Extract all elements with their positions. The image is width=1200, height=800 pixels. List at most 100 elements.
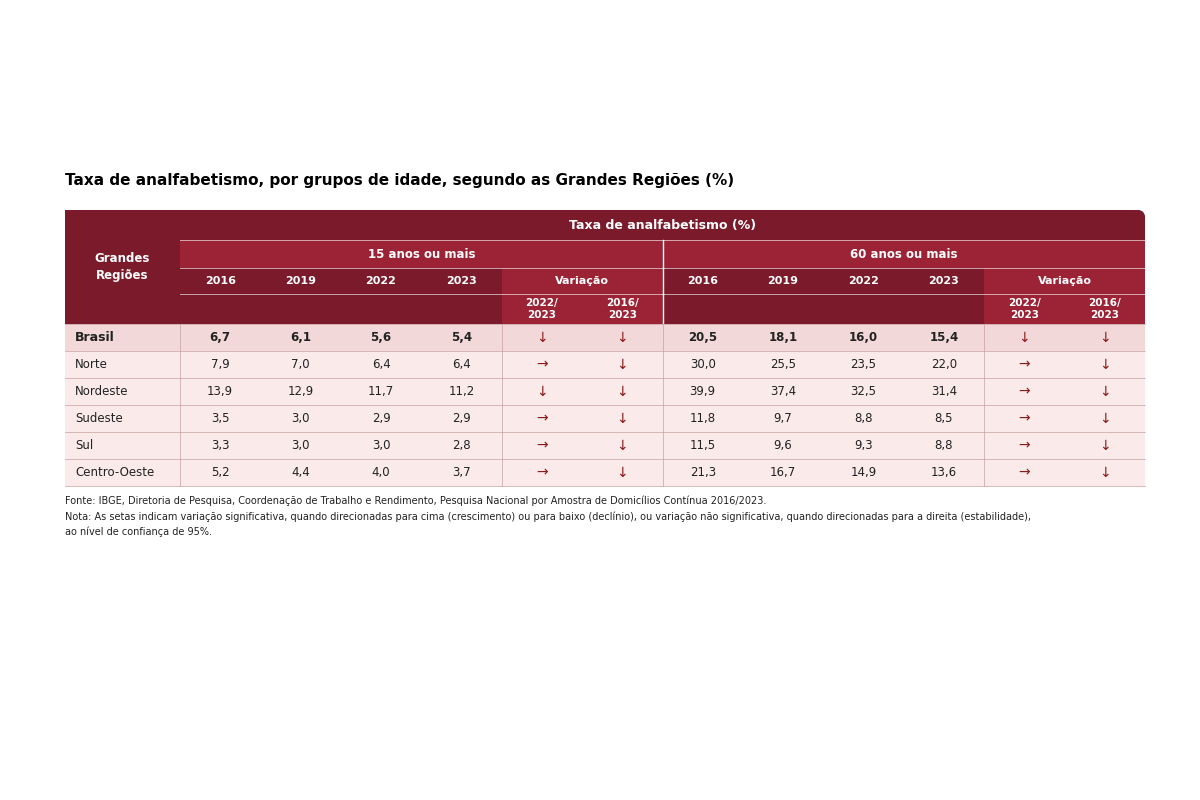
- Text: 31,4: 31,4: [931, 385, 958, 398]
- Text: ↓: ↓: [617, 330, 628, 345]
- Text: 2022/
2023: 2022/ 2023: [526, 298, 558, 320]
- Text: 8,8: 8,8: [854, 412, 872, 425]
- Text: 7,0: 7,0: [292, 358, 310, 371]
- Text: →: →: [536, 358, 547, 371]
- Bar: [65, 351, 1145, 378]
- Text: 11,5: 11,5: [690, 439, 715, 452]
- Bar: [662, 294, 743, 324]
- Bar: [904, 294, 984, 324]
- Text: 6,1: 6,1: [290, 331, 311, 344]
- Bar: [904, 268, 984, 294]
- Text: Variação: Variação: [556, 276, 610, 286]
- Text: ↓: ↓: [1099, 466, 1111, 479]
- Bar: [65, 324, 1145, 351]
- Text: 2016/
2023: 2016/ 2023: [1088, 298, 1121, 320]
- Bar: [65, 459, 1145, 486]
- Bar: [421, 294, 502, 324]
- Bar: [823, 294, 904, 324]
- Text: 12,9: 12,9: [288, 385, 313, 398]
- Text: 3,7: 3,7: [452, 466, 470, 479]
- Text: 14,9: 14,9: [851, 466, 877, 479]
- Text: 15 anos ou mais: 15 anos ou mais: [367, 247, 475, 261]
- Bar: [65, 378, 1145, 405]
- Text: ↓: ↓: [617, 358, 628, 371]
- Text: 2,8: 2,8: [452, 439, 470, 452]
- Bar: [180, 294, 260, 324]
- Text: ↓: ↓: [617, 466, 628, 479]
- Text: 39,9: 39,9: [690, 385, 715, 398]
- Bar: [260, 294, 341, 324]
- Bar: [502, 268, 662, 294]
- Text: ↓: ↓: [1099, 330, 1111, 345]
- Text: Brasil: Brasil: [74, 331, 115, 344]
- Text: ↓: ↓: [536, 330, 547, 345]
- Text: ↓: ↓: [617, 438, 628, 453]
- Text: 7,9: 7,9: [211, 358, 229, 371]
- Text: ↓: ↓: [1099, 385, 1111, 398]
- Text: 2022/
2023: 2022/ 2023: [1008, 298, 1040, 320]
- Bar: [65, 432, 1145, 459]
- Text: 2023: 2023: [929, 276, 959, 286]
- Bar: [662, 240, 1145, 268]
- Text: 9,3: 9,3: [854, 439, 872, 452]
- Text: 25,5: 25,5: [770, 358, 796, 371]
- Text: Taxa de analfabetismo (%): Taxa de analfabetismo (%): [569, 218, 756, 231]
- Text: 5,2: 5,2: [211, 466, 229, 479]
- Text: ↓: ↓: [1099, 411, 1111, 426]
- Text: →: →: [1019, 411, 1030, 426]
- Text: Sul: Sul: [74, 439, 94, 452]
- Text: →: →: [1019, 466, 1030, 479]
- Text: 3,5: 3,5: [211, 412, 229, 425]
- Text: 2016/
2023: 2016/ 2023: [606, 298, 638, 320]
- Bar: [1064, 294, 1145, 324]
- Text: 11,7: 11,7: [368, 385, 394, 398]
- Text: 6,4: 6,4: [452, 358, 470, 371]
- Text: 6,4: 6,4: [372, 358, 390, 371]
- Text: 30,0: 30,0: [690, 358, 715, 371]
- Text: 4,4: 4,4: [292, 466, 310, 479]
- Text: 5,6: 5,6: [371, 331, 391, 344]
- Text: 2019: 2019: [768, 276, 799, 286]
- Text: →: →: [536, 411, 547, 426]
- Text: Grandes
Regiões: Grandes Regiões: [95, 251, 150, 282]
- FancyBboxPatch shape: [65, 210, 1145, 240]
- Text: 11,2: 11,2: [449, 385, 474, 398]
- Text: 15,4: 15,4: [929, 331, 959, 344]
- Text: 13,9: 13,9: [208, 385, 233, 398]
- Text: 3,0: 3,0: [372, 439, 390, 452]
- Text: ↓: ↓: [1099, 358, 1111, 371]
- Bar: [260, 268, 341, 294]
- Text: Variação: Variação: [1038, 276, 1092, 286]
- Bar: [341, 268, 421, 294]
- Bar: [180, 240, 662, 268]
- Bar: [743, 294, 823, 324]
- Text: 60 anos ou mais: 60 anos ou mais: [850, 247, 958, 261]
- Text: 3,0: 3,0: [292, 412, 310, 425]
- Text: 18,1: 18,1: [768, 331, 798, 344]
- Text: 2,9: 2,9: [372, 412, 390, 425]
- Bar: [984, 294, 1064, 324]
- Text: 9,6: 9,6: [774, 439, 792, 452]
- Text: 2022: 2022: [366, 276, 396, 286]
- Text: 2,9: 2,9: [452, 412, 470, 425]
- Text: ↓: ↓: [1019, 330, 1030, 345]
- Text: 13,6: 13,6: [931, 466, 958, 479]
- Text: 16,7: 16,7: [770, 466, 797, 479]
- Text: ↓: ↓: [1099, 438, 1111, 453]
- Text: 2022: 2022: [848, 276, 878, 286]
- Bar: [823, 268, 904, 294]
- Text: 6,7: 6,7: [210, 331, 230, 344]
- Text: Centro-Oeste: Centro-Oeste: [74, 466, 155, 479]
- Text: 9,7: 9,7: [774, 412, 792, 425]
- Text: →: →: [536, 466, 547, 479]
- Text: 20,5: 20,5: [688, 331, 718, 344]
- Text: →: →: [536, 438, 547, 453]
- Text: 8,8: 8,8: [935, 439, 953, 452]
- Text: 16,0: 16,0: [848, 331, 878, 344]
- Text: Nordeste: Nordeste: [74, 385, 128, 398]
- Text: →: →: [1019, 438, 1030, 453]
- Text: Taxa de analfabetismo, por grupos de idade, segundo as Grandes Regiões (%): Taxa de analfabetismo, por grupos de ida…: [65, 173, 734, 188]
- Bar: [180, 268, 260, 294]
- Text: ↓: ↓: [617, 385, 628, 398]
- Bar: [502, 294, 582, 324]
